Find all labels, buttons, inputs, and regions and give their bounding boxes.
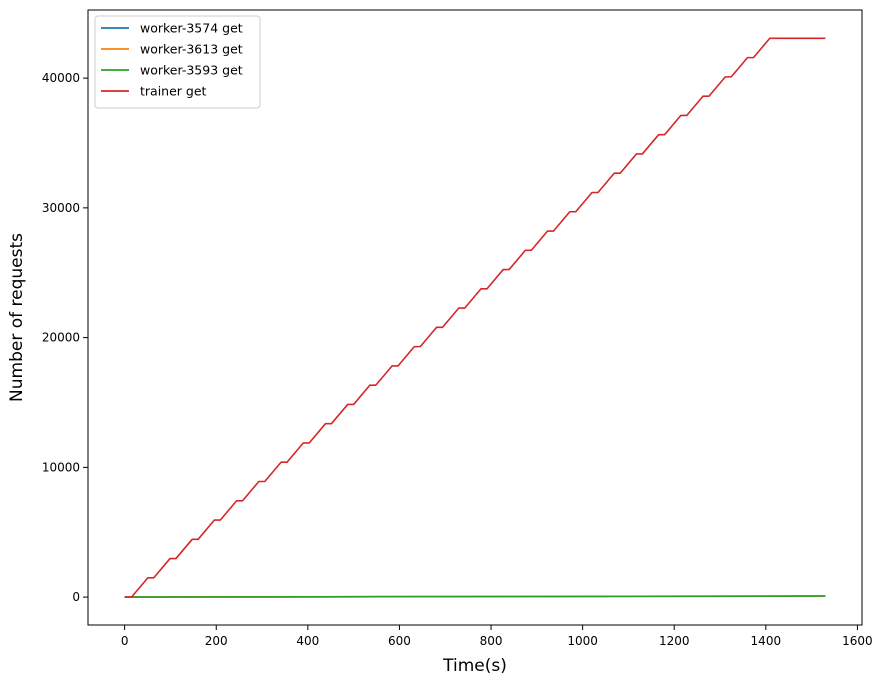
- y-tick-label: 20000: [42, 331, 80, 345]
- legend-label: worker-3574 get: [140, 21, 243, 36]
- x-tick-label: 400: [296, 634, 319, 648]
- plot-frame: [87, 9, 863, 626]
- x-tick-label: 1600: [842, 634, 873, 648]
- y-tick-label: 30000: [42, 201, 80, 215]
- y-axis-label: Number of requests: [7, 233, 27, 402]
- x-tick-label: 1400: [751, 634, 782, 648]
- y-tick-label: 10000: [42, 460, 80, 474]
- x-tick-label: 600: [388, 634, 411, 648]
- legend: worker-3574 get worker-3613 get worker-359…: [94, 15, 261, 109]
- x-tick-label: 200: [205, 634, 228, 648]
- legend-box: [94, 15, 261, 109]
- x-tick-label: 0: [121, 634, 129, 648]
- legend-label: trainer get: [140, 84, 207, 99]
- x-axis-label: Time(s): [442, 656, 507, 676]
- series-line-trainer-get: [124, 37, 826, 598]
- y-axis-ticks: 0 10000 20000 30000 40000: [42, 71, 88, 604]
- series-line-worker-3593-get: [124, 595, 826, 598]
- x-tick-label: 1200: [659, 634, 690, 648]
- x-tick-label: 800: [480, 634, 503, 648]
- legend-label: worker-3593 get: [140, 63, 243, 78]
- y-tick-label: 0: [72, 590, 80, 604]
- y-tick-label: 40000: [42, 71, 80, 85]
- x-axis-ticks: 0 200 400 600 800 1000 1200 1400 1600: [121, 625, 873, 648]
- x-tick-label: 1000: [567, 634, 598, 648]
- series-layer: [124, 37, 826, 598]
- legend-label: worker-3613 get: [140, 42, 243, 57]
